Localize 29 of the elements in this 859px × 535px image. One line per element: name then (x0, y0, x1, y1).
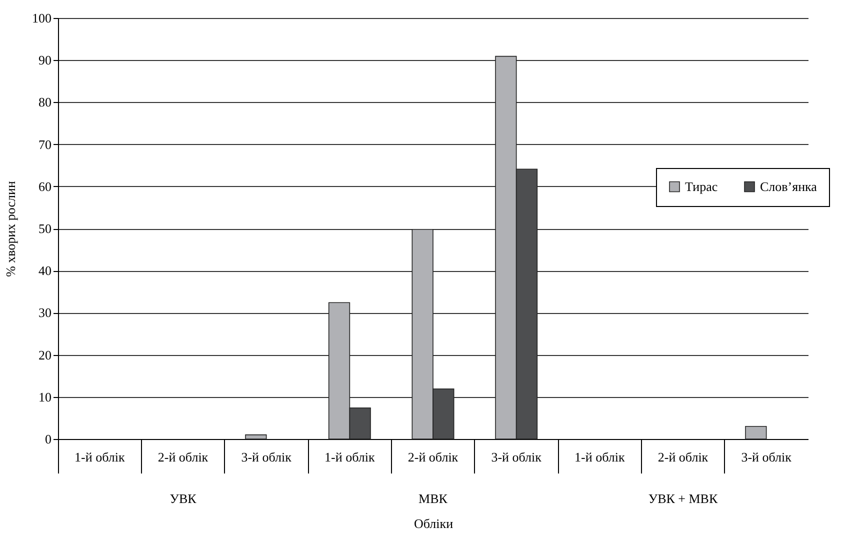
bar (745, 426, 767, 440)
y-tick-label: 100 (32, 10, 52, 26)
text: УВК (170, 491, 197, 506)
y-tick-label: 70 (38, 136, 52, 152)
y-tick-label: 50 (38, 221, 52, 236)
y-axis-title: % хворих рослин (3, 181, 18, 277)
legend-label: Слов’янка (760, 178, 818, 194)
x-tick-label: 3-й облік (241, 450, 292, 464)
x-tick-label: 1-й облік (74, 450, 126, 464)
legend-label: Тирас (685, 178, 718, 194)
x-tick-label: 1-й облік (324, 450, 376, 464)
y-tick-label: 0 (45, 432, 52, 446)
x-tick-label: 1-й облік (574, 450, 626, 464)
y-tick-label: 80 (38, 94, 52, 110)
x-tick-label: 2-й облік (408, 450, 459, 464)
text: МВК (418, 491, 448, 506)
x-axis-title: Обліки (414, 516, 454, 531)
x-tick-label: 3-й облік (491, 450, 542, 464)
x-tick-label: 2-й облік (158, 450, 209, 464)
text: УВК + МВК (648, 491, 718, 506)
bar (245, 434, 267, 440)
x-tick-label: 3-й облік (741, 450, 792, 464)
y-tick-label: 60 (38, 178, 52, 194)
x-tick-label: 2-й облік (658, 450, 709, 464)
y-tick-label: 90 (38, 52, 52, 68)
y-tick-label: 10 (38, 389, 52, 404)
y-tick-label: 20 (38, 347, 52, 362)
y-tick-label: 30 (38, 305, 52, 320)
y-tick-label: 40 (38, 263, 52, 278)
